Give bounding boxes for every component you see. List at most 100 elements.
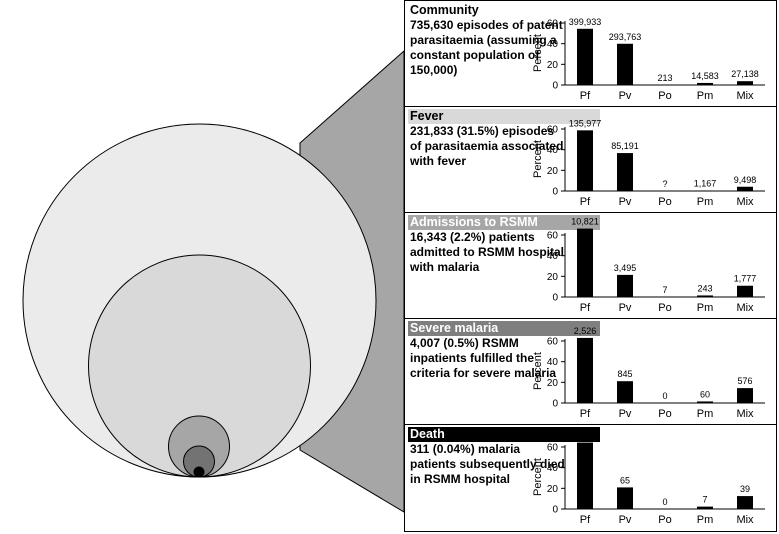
circle-death — [193, 466, 205, 478]
bar-mix — [737, 388, 753, 403]
bar-pv — [617, 43, 633, 85]
bar-pv — [617, 153, 633, 191]
bar-pm — [697, 295, 713, 297]
x-tick-label: Mix — [736, 514, 754, 526]
y-tick-label: 60 — [547, 231, 559, 242]
data-label: 7 — [702, 495, 707, 505]
y-tick-label: 0 — [552, 399, 558, 410]
bar-mix — [737, 285, 753, 297]
stage-title: Fever — [408, 109, 600, 124]
stage-title: Death — [408, 427, 600, 442]
x-tick-label: Po — [658, 90, 671, 102]
panel-fever: Fever 231,833 (31.5%) episodes of parasi… — [405, 107, 776, 213]
data-label: 14,583 — [691, 71, 719, 81]
bar-pf — [577, 28, 593, 85]
y-tick-label: 20 — [547, 484, 559, 495]
stage-description: 16,343 (2.2%) patients admitted to RSMM … — [410, 230, 564, 274]
data-label: ? — [662, 179, 667, 189]
y-tick-label: 40 — [547, 145, 559, 156]
data-label: 135,977 — [569, 118, 602, 128]
panel-death: Death 311 (0.04%) malaria patients subse… — [405, 425, 776, 531]
x-tick-label: Pf — [580, 302, 591, 314]
x-tick-label: Pm — [697, 514, 714, 526]
data-label: 243 — [697, 283, 712, 293]
bar-pf — [577, 442, 593, 509]
x-tick-label: Po — [658, 408, 671, 420]
x-tick-label: Pv — [619, 90, 632, 102]
x-tick-label: Pf — [580, 514, 591, 526]
y-tick-label: 60 — [547, 443, 559, 454]
y-tick-label: 40 — [547, 463, 559, 474]
x-tick-label: Pf — [580, 196, 591, 208]
bar-pf — [577, 130, 593, 191]
y-tick-label: 0 — [552, 187, 558, 198]
bar-pm — [697, 506, 713, 509]
y-tick-label: 60 — [547, 19, 559, 30]
y-tick-label: 0 — [552, 505, 558, 516]
data-label: 2,526 — [574, 326, 597, 336]
y-tick-label: 0 — [552, 293, 558, 304]
y-tick-label: 60 — [547, 125, 559, 136]
data-label: 399,933 — [569, 17, 602, 27]
x-tick-label: Po — [658, 514, 671, 526]
data-label: 845 — [617, 369, 632, 379]
data-label: 10,821 — [571, 217, 599, 227]
panel-admissions: Admissions to RSMM 16,343 (2.2%) patient… — [405, 213, 776, 319]
stage-description: 311 (0.04%) malaria patients subsequentl… — [410, 442, 565, 486]
stage-description: 735,630 episodes of patent parasitaemia … — [410, 18, 563, 77]
stage-panels: Community 735,630 episodes of patent par… — [404, 0, 777, 532]
panel-severe-malaria: Severe malaria 4,007 (0.5%) RSMM inpatie… — [405, 319, 776, 425]
data-label: 60 — [700, 389, 710, 399]
bar-pm — [697, 401, 713, 403]
bar-pm — [697, 82, 713, 85]
bar-pm — [697, 190, 713, 191]
bar-pv — [617, 274, 633, 297]
bar-pv — [617, 381, 633, 403]
stage-title: Community — [408, 3, 600, 18]
x-tick-label: Po — [658, 196, 671, 208]
x-tick-label: Mix — [736, 302, 754, 314]
bar-pv — [617, 487, 633, 509]
bar-pf — [577, 337, 593, 403]
data-label: 0 — [662, 391, 667, 401]
data-label: 576 — [737, 376, 752, 386]
y-axis-label: Percent — [532, 34, 544, 72]
data-label: 65 — [620, 475, 630, 485]
data-label: 1,167 — [694, 178, 717, 188]
y-tick-label: 60 — [547, 337, 559, 348]
panel-community: Community 735,630 episodes of patent par… — [405, 1, 776, 107]
x-tick-label: Pf — [580, 408, 591, 420]
stage-title: Admissions to RSMM — [408, 215, 600, 230]
bar-pf — [577, 228, 593, 297]
data-label: 293,763 — [609, 32, 642, 42]
data-label: 39 — [740, 484, 750, 494]
nested-circles-diagram — [22, 49, 405, 513]
x-tick-label: Pv — [619, 408, 632, 420]
stage-description: 231,833 (31.5%) episodes of parasitaemia… — [410, 124, 564, 168]
x-tick-label: Mix — [736, 196, 754, 208]
y-axis-label: Percent — [532, 352, 544, 390]
data-label: 213 — [657, 73, 672, 83]
x-tick-label: Pv — [619, 302, 632, 314]
x-tick-label: Pm — [697, 196, 714, 208]
y-tick-label: 20 — [547, 60, 559, 71]
x-tick-label: Pm — [697, 302, 714, 314]
data-label: 200 — [577, 431, 592, 441]
data-label: 85,191 — [611, 141, 639, 151]
y-tick-label: 20 — [547, 378, 559, 389]
x-tick-label: Mix — [736, 90, 754, 102]
bar-chart-admissions: 0 20 40 60 10,821 Pf 3,495 Pv 7 Po 243 Pm 1,777 Mix — [547, 217, 765, 314]
y-axis-label: Percent — [532, 458, 544, 496]
data-label: 9,498 — [734, 175, 757, 185]
data-label: 3,495 — [614, 263, 637, 273]
stage-title: Severe malaria — [408, 321, 600, 336]
y-tick-label: 40 — [547, 357, 559, 368]
x-tick-label: Pf — [580, 90, 591, 102]
data-label: 7 — [662, 285, 667, 295]
bar-mix — [737, 496, 753, 509]
data-label: 0 — [662, 497, 667, 507]
